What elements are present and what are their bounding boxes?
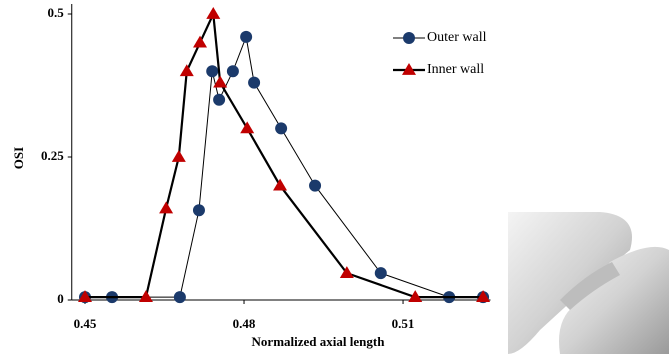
data-point: [159, 201, 173, 213]
data-point: [240, 121, 254, 133]
data-point: [206, 7, 220, 19]
y-tick-label: 0: [57, 291, 64, 306]
legend-label: Outer wall: [427, 30, 487, 45]
x-tick-label: 0.45: [74, 316, 97, 331]
data-point: [309, 180, 321, 192]
data-point: [227, 65, 239, 77]
chart: Normalized axial length OSI 0 0.25 0.5 0.45…: [0, 0, 669, 354]
data-point: [240, 31, 252, 43]
legend-marker: [403, 32, 415, 44]
data-point: [193, 204, 205, 216]
data-point: [273, 179, 287, 191]
series-line: [85, 37, 483, 297]
vessel-inset: [508, 212, 669, 354]
data-point: [206, 65, 218, 77]
y-axis-label: OSI: [11, 147, 26, 169]
legend-label: Inner wall: [427, 62, 484, 77]
data-point: [275, 122, 287, 134]
y-tick-label: 0.5: [48, 5, 65, 20]
data-point: [375, 267, 387, 279]
x-tick-label: 0.48: [233, 316, 256, 331]
series-line: [85, 14, 483, 297]
x-tick-label: 0.51: [392, 316, 415, 331]
data-point: [213, 76, 227, 88]
data-point: [180, 64, 194, 76]
x-axis-label: Normalized axial length: [252, 334, 386, 349]
data-point: [172, 150, 186, 162]
data-point: [174, 291, 186, 303]
y-tick-label: 0.25: [41, 148, 64, 163]
page: {"chart_data": {"type": "line", "x_label…: [0, 0, 669, 354]
data-point: [248, 77, 260, 89]
data-point: [213, 94, 225, 106]
data-point: [193, 36, 207, 48]
